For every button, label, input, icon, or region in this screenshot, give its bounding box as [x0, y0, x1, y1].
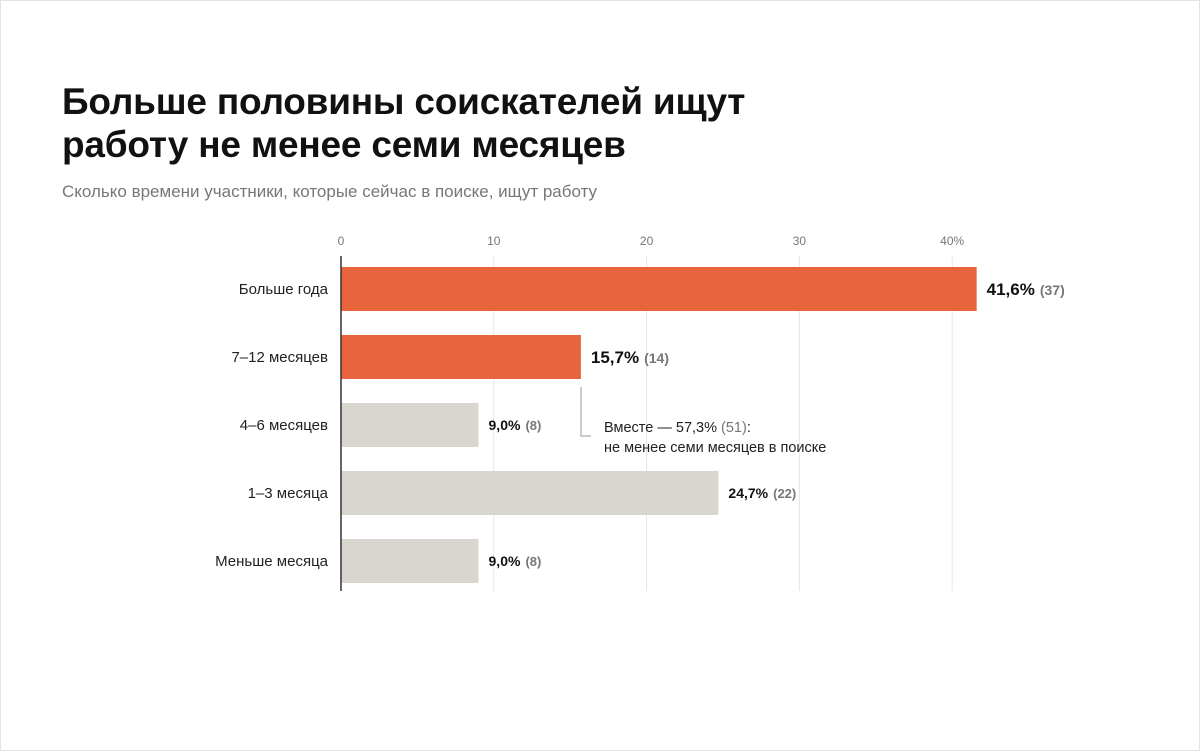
annotation-line-1: Вместе — 57,3% (51):	[604, 420, 751, 436]
value-label: 41,6% (37)	[987, 280, 1065, 299]
chart-title: Больше половины соискателей ищут работу …	[62, 81, 746, 165]
annotation-total: Вместе — 57,3%	[604, 420, 717, 436]
annotation-count: (51)	[721, 420, 747, 436]
category-label: Меньше месяца	[215, 553, 329, 570]
value-count: (8)	[525, 554, 541, 569]
value-percent: 9,0%	[489, 417, 521, 433]
bar	[341, 471, 719, 515]
annotation-line-2: не менее семи месяцев в поиске	[604, 440, 826, 456]
value-percent: 41,6%	[987, 280, 1035, 299]
x-tick-label: 10	[487, 234, 501, 248]
value-label: 15,7% (14)	[591, 348, 669, 367]
value-count: (37)	[1040, 282, 1065, 298]
chart-subtitle: Сколько времени участники, которые сейча…	[62, 182, 598, 201]
x-tick-label: 0	[338, 234, 345, 248]
bar	[341, 335, 581, 379]
category-label: 1–3 месяца	[248, 485, 329, 502]
x-tick-label: 40%	[940, 234, 964, 248]
category-label: 4–6 месяцев	[240, 417, 328, 434]
value-percent: 15,7%	[591, 348, 639, 367]
bar	[341, 539, 479, 583]
bar	[341, 403, 479, 447]
value-count: (8)	[525, 418, 541, 433]
value-label: 9,0% (8)	[489, 417, 542, 433]
x-tick-label: 30	[793, 234, 807, 248]
value-label: 24,7% (22)	[728, 485, 796, 501]
bar	[341, 267, 977, 311]
value-percent: 24,7%	[728, 485, 768, 501]
value-count: (22)	[773, 486, 796, 501]
value-count: (14)	[644, 350, 669, 366]
x-tick-label: 20	[640, 234, 654, 248]
category-label: Больше года	[239, 281, 329, 298]
category-label: 7–12 месяцев	[231, 349, 328, 366]
annotation-colon: :	[747, 420, 751, 436]
value-label: 9,0% (8)	[489, 553, 542, 569]
value-percent: 9,0%	[489, 553, 521, 569]
annotation-bracket	[580, 387, 591, 437]
